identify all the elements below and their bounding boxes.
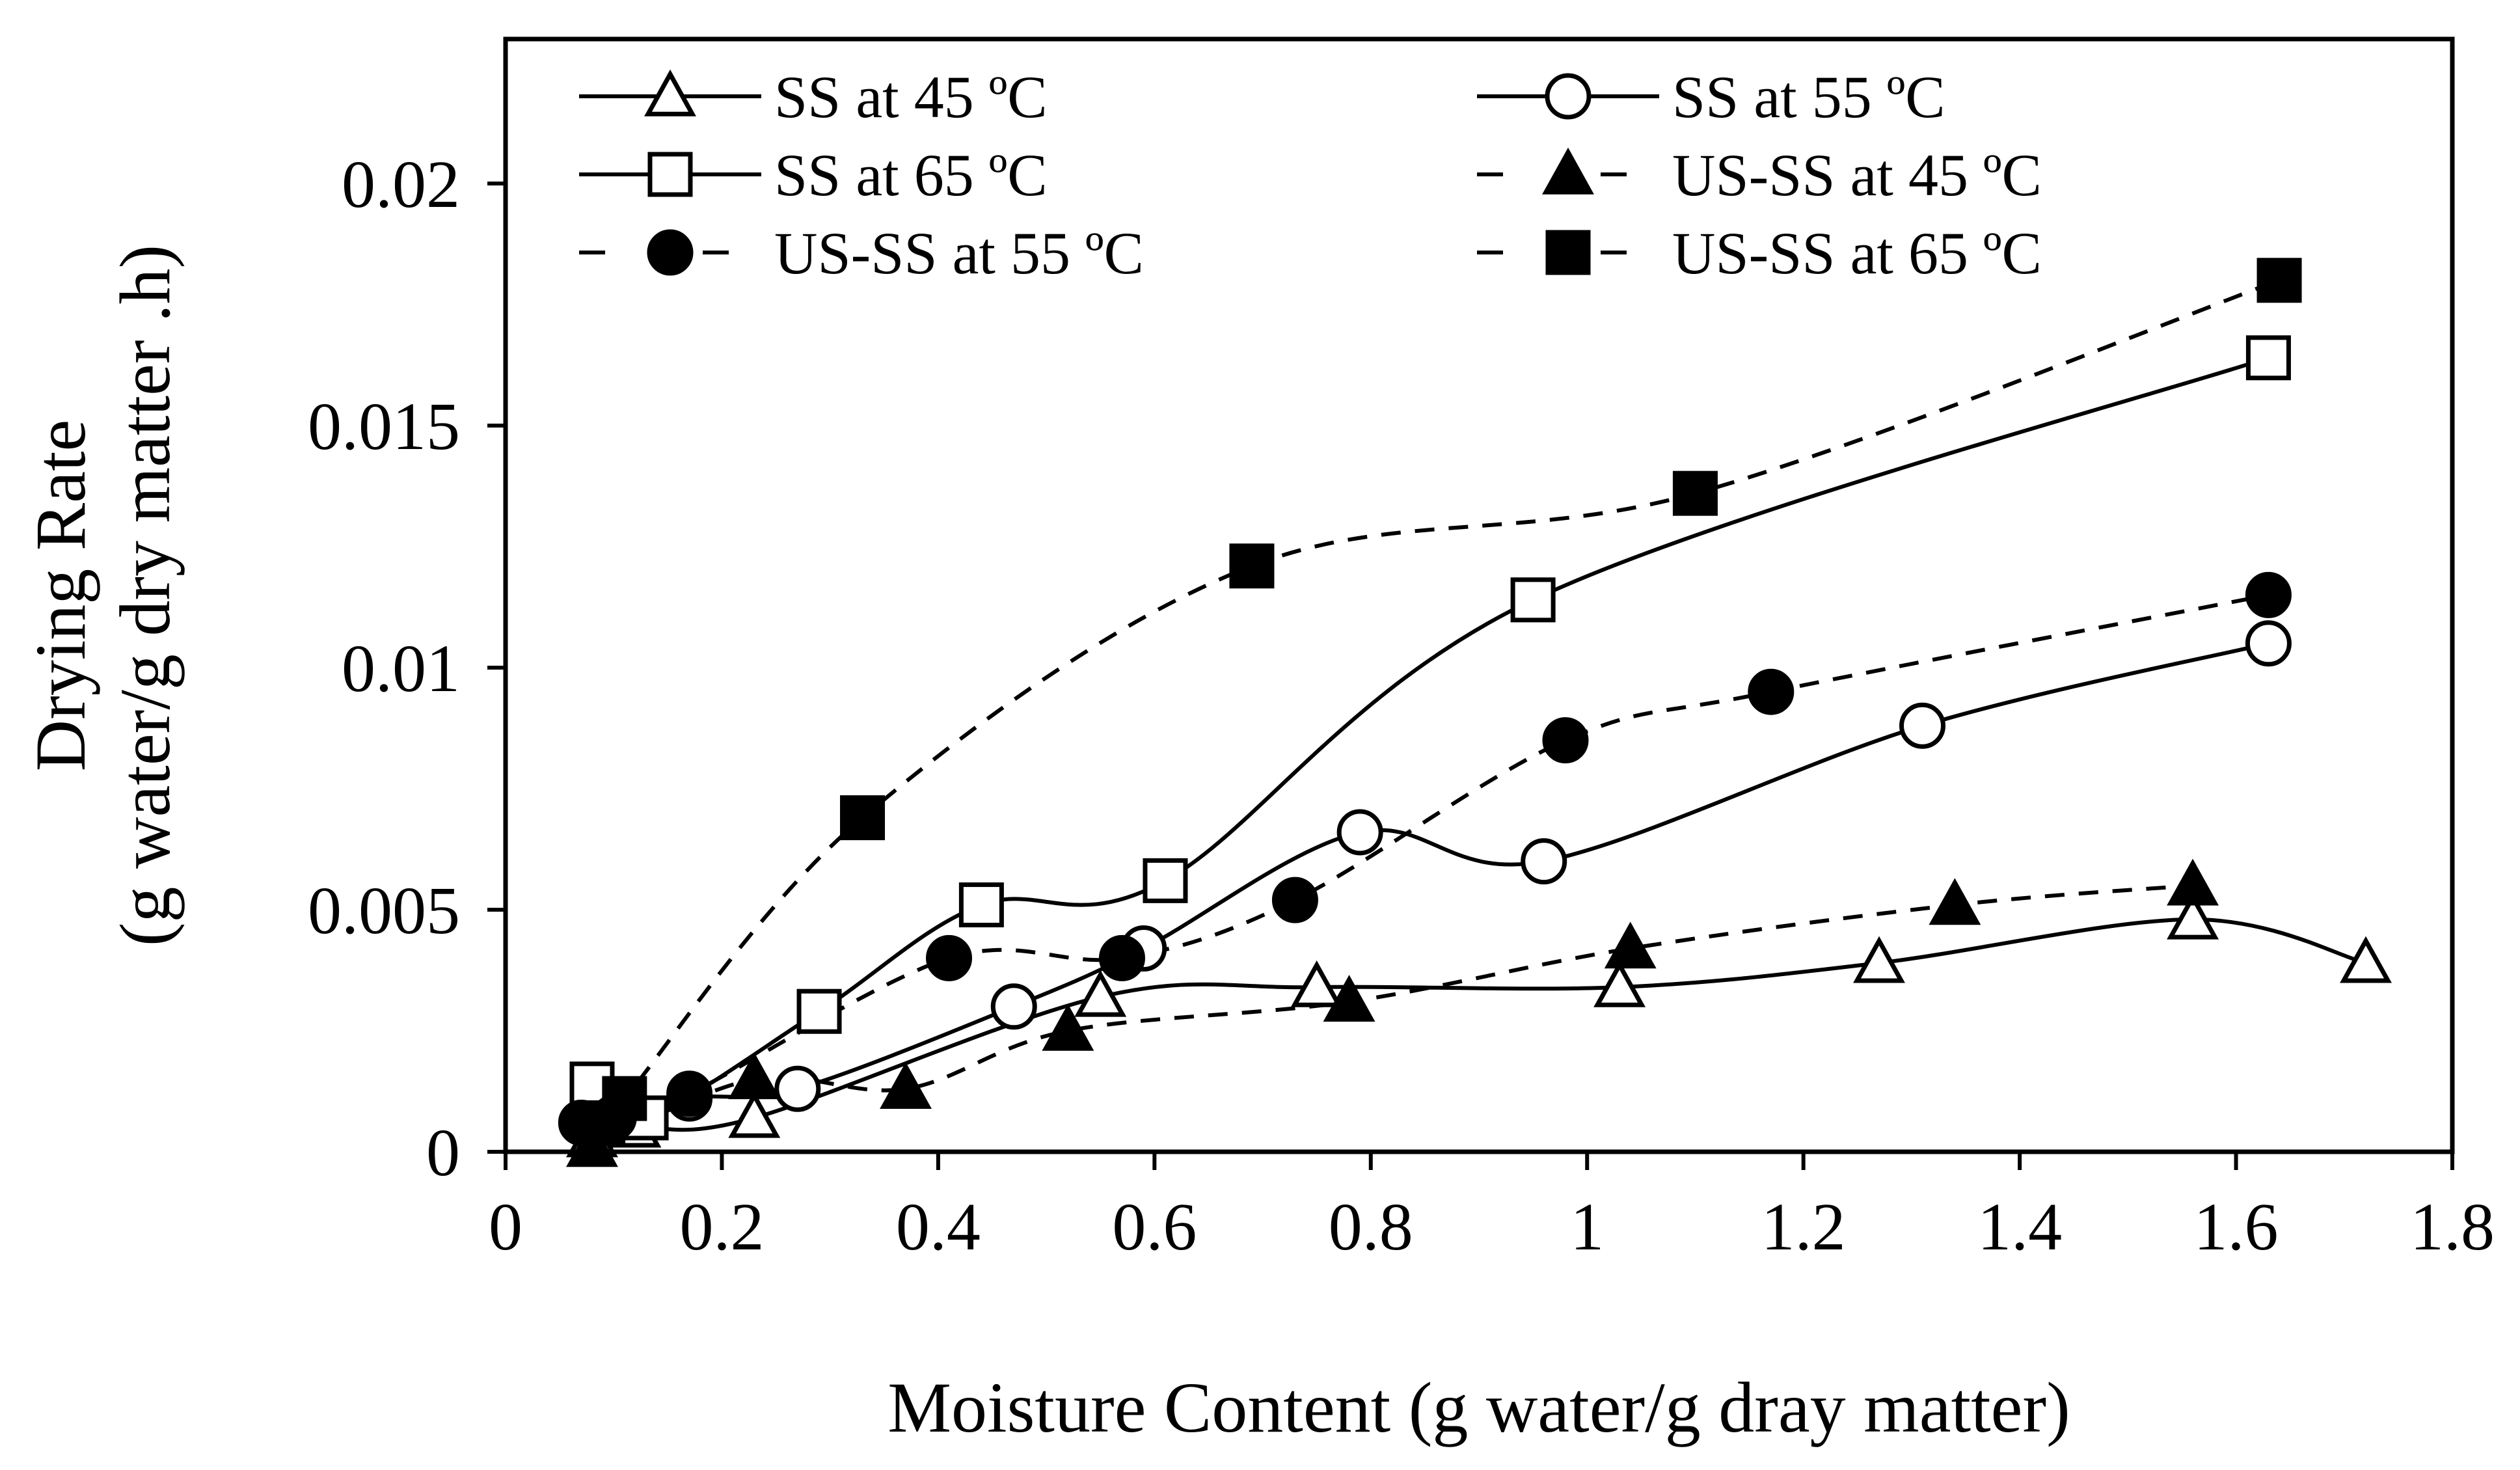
y-tick-label: 0: [426, 1115, 460, 1190]
data-point-us-ss-at-65-c: [840, 795, 886, 841]
x-axis: 0 0.2 0.4 0.6 0.8 1 1.2 1.4 1.6 1.8: [489, 1152, 2495, 1264]
data-point-ss-at-65-c: [2245, 335, 2291, 381]
legend-label: SS at 45 ºC: [774, 64, 1048, 130]
plot-frame: [503, 36, 2455, 1154]
legend-label: SS at 55 ºC: [1672, 64, 1945, 130]
x-tick-label: 0.6: [1112, 1190, 1197, 1264]
legend-marker: [644, 69, 696, 116]
data-point-us-ss-at-55-c: [1098, 934, 1145, 981]
data-point-ss-at-55-c: [1899, 702, 1946, 749]
legend: SS at 45 ºC SS at 55 ºC SS at 65 ºC US-SS a…: [579, 64, 2042, 286]
data-point-us-ss-at-45-c: [728, 1052, 781, 1100]
legend-item-us-ss-at-65-c: US-SS at 65 ºC: [1477, 220, 2042, 286]
legend-marker: [647, 152, 693, 197]
legend-label: US-SS at 55 ºC: [774, 220, 1144, 286]
legend-marker: [1542, 147, 1594, 195]
series-line-us-ss-at-65-c: [597, 278, 2281, 1130]
data-point-ss-at-45-c: [2167, 892, 2219, 940]
x-axis-title: Moisture Content (g water/g dray matter): [887, 1368, 2070, 1447]
data-point-ss-at-55-c: [990, 983, 1037, 1030]
data-point-ss-at-55-c: [1521, 838, 1567, 885]
data-point-us-ss-at-45-c: [2167, 858, 2219, 906]
data-point-ss-at-65-c: [796, 988, 842, 1034]
data-point-ss-at-65-c: [1510, 577, 1556, 623]
x-tick-label: 1.2: [1761, 1190, 1846, 1264]
data-point-ss-at-65-c: [958, 882, 1004, 928]
data-point-us-ss-at-65-c: [1229, 543, 1275, 589]
legend-item-us-ss-at-55-c: US-SS at 55 ºC: [579, 220, 1144, 286]
legend-label: US-SS at 45 ºC: [1672, 142, 2042, 208]
legend-marker: [1545, 73, 1592, 120]
legend-item-ss-at-45-c: SS at 45 ºC: [579, 64, 1048, 130]
y-axis-title-line2: (g water/g dry matter .h): [105, 245, 185, 946]
data-point-us-ss-at-45-c: [1323, 975, 1375, 1022]
data-point-us-ss-at-65-c: [1672, 470, 1718, 516]
y-axis-title: Drying Rate (g water/g dry matter .h): [21, 245, 185, 946]
data-point-us-ss-at-55-c: [1271, 877, 1318, 923]
data-point-us-ss-at-45-c: [1042, 1003, 1094, 1051]
data-point-us-ss-at-55-c: [1748, 668, 1795, 715]
legend-item-us-ss-at-45-c: US-SS at 45 ºC: [1477, 142, 2042, 208]
data-point-ss-at-45-c: [1290, 960, 1343, 1007]
x-tick-label: 0.4: [896, 1190, 981, 1264]
x-tick-label: 1: [1570, 1190, 1604, 1264]
data-point-us-ss-at-45-c: [1929, 878, 1981, 925]
y-axis: 0 0.005 0.01 0.015 0.02: [308, 147, 506, 1190]
data-point-us-ss-at-65-c: [602, 1076, 647, 1121]
data-point-us-ss-at-55-c: [1542, 717, 1589, 764]
data-point-us-ss-at-55-c: [666, 1070, 713, 1117]
data-point-ss-at-45-c: [2340, 936, 2392, 983]
data-point-ss-at-45-c: [1593, 960, 1646, 1007]
x-tick-label: 1.6: [2194, 1190, 2279, 1264]
data-point-ss-at-55-c: [1336, 809, 1383, 856]
legend-marker: [1545, 230, 1591, 275]
legend-item-ss-at-65-c: SS at 65 ºC: [579, 142, 1048, 208]
plot-markers: [558, 258, 2392, 1167]
x-tick-label: 0.8: [1329, 1190, 1413, 1264]
legend-item-ss-at-55-c: SS at 55 ºC: [1477, 64, 1945, 130]
data-point-ss-at-55-c: [774, 1065, 821, 1112]
y-tick-label: 0.01: [342, 631, 460, 706]
y-tick-label: 0.015: [308, 389, 460, 464]
data-point-us-ss-at-55-c: [926, 934, 973, 981]
data-point-ss-at-65-c: [1143, 858, 1188, 903]
data-point-us-ss-at-65-c: [2256, 258, 2302, 303]
x-tick-label: 0: [489, 1190, 522, 1264]
x-tick-label: 1.4: [1977, 1190, 2062, 1264]
y-axis-title-line1: Drying Rate: [21, 420, 100, 772]
data-point-ss-at-45-c: [1074, 970, 1127, 1017]
data-point-us-ss-at-55-c: [2245, 571, 2292, 618]
legend-label: US-SS at 65 ºC: [1672, 220, 2042, 286]
data-point-ss-at-45-c: [728, 1091, 781, 1138]
series-markers-us-ss-at-65-c: [580, 258, 2302, 1145]
x-tick-label: 1.8: [2410, 1190, 2495, 1264]
y-tick-label: 0.02: [342, 147, 460, 222]
data-point-us-ss-at-45-c: [1604, 921, 1657, 969]
legend-label: SS at 65 ºC: [774, 142, 1048, 208]
data-point-ss-at-45-c: [1853, 936, 1905, 983]
y-tick-label: 0.005: [308, 873, 460, 948]
data-point-us-ss-at-45-c: [880, 1062, 932, 1109]
data-point-ss-at-55-c: [2245, 620, 2292, 667]
legend-marker: [647, 229, 694, 276]
x-tick-label: 0.2: [679, 1190, 764, 1264]
